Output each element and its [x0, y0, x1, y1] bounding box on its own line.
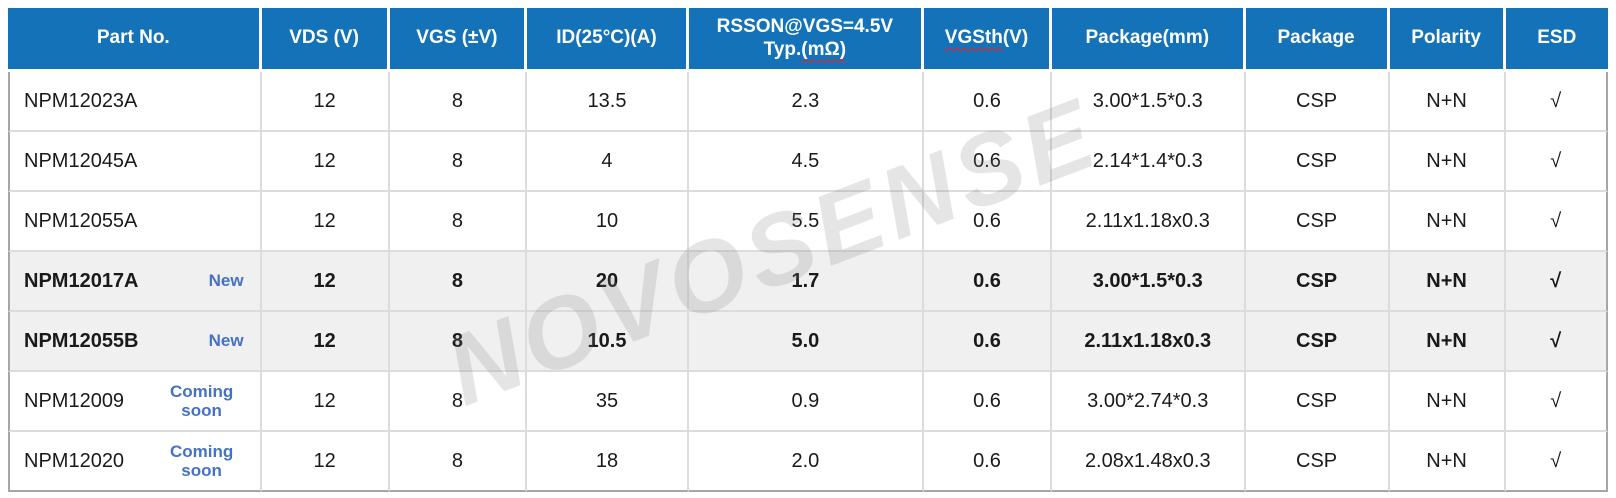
- package-mm-value: 2.14*1.4*0.3: [1051, 132, 1246, 192]
- esd-checkmark: √: [1505, 252, 1608, 312]
- vgsth-value: 0.6: [923, 252, 1052, 312]
- vgs-value: 8: [389, 132, 528, 192]
- col-header-vgs: VGS (±V): [389, 8, 528, 72]
- package-value: CSP: [1245, 432, 1390, 492]
- table-row: NPM12023A 12 8 13.5 2.3 0.6 3.00*1.5*0.3…: [8, 72, 1608, 132]
- package-mm-value: 3.00*1.5*0.3: [1051, 252, 1246, 312]
- table-row: NPM12020 Coming soon 12 8 18 2.0 0.6 2.08…: [8, 432, 1608, 492]
- id-value: 13.5: [527, 72, 689, 132]
- part-number: NPM12023A: [24, 89, 138, 112]
- vds-value: 12: [261, 252, 390, 312]
- part-number: NPM12045A: [24, 149, 138, 172]
- vgs-value: 8: [389, 312, 528, 372]
- vgs-value: 8: [389, 72, 528, 132]
- col-header-vds: VDS (V): [261, 8, 390, 72]
- package-value: CSP: [1245, 252, 1390, 312]
- id-value: 35: [527, 372, 689, 432]
- table-header-row: Part No. VDS (V) VGS (±V) ID(25°C)(A) RS…: [8, 8, 1608, 72]
- package-mm-value: 2.11x1.18x0.3: [1051, 192, 1246, 252]
- table-row-highlighted: NPM12055B New 12 8 10.5 5.0 0.6 2.11x1.18…: [8, 312, 1608, 372]
- vgsth-value: 0.6: [923, 432, 1052, 492]
- vds-value: 12: [261, 372, 390, 432]
- rsson-value: 4.5: [688, 132, 924, 192]
- esd-checkmark: √: [1505, 432, 1608, 492]
- table-row: NPM12009 Coming soon 12 8 35 0.9 0.6 3.00…: [8, 372, 1608, 432]
- new-badge: New: [208, 331, 244, 351]
- package-mm-value: 3.00*1.5*0.3: [1051, 72, 1246, 132]
- package-value: CSP: [1245, 312, 1390, 372]
- vgsth-value: 0.6: [923, 72, 1052, 132]
- vgs-value: 8: [389, 432, 528, 492]
- table-row-highlighted: NPM12017A New 12 8 20 1.7 0.6 3.00*1.5*0.…: [8, 252, 1608, 312]
- vgsth-value: 0.6: [923, 192, 1052, 252]
- rsson-value: 2.0: [688, 432, 924, 492]
- id-value: 10.5: [527, 312, 689, 372]
- vds-value: 12: [261, 132, 390, 192]
- col-header-id: ID(25°C)(A): [527, 8, 689, 72]
- id-value: 20: [527, 252, 689, 312]
- vgsth-value: 0.6: [923, 312, 1052, 372]
- esd-checkmark: √: [1505, 132, 1608, 192]
- rsson-value: 2.3: [688, 72, 924, 132]
- vds-value: 12: [261, 432, 390, 492]
- package-value: CSP: [1245, 72, 1390, 132]
- polarity-value: N+N: [1389, 312, 1506, 372]
- vds-value: 12: [261, 192, 390, 252]
- col-header-part-no: Part No.: [8, 8, 262, 72]
- col-header-package: Package: [1245, 8, 1390, 72]
- package-value: CSP: [1245, 132, 1390, 192]
- col-header-polarity: Polarity: [1389, 8, 1506, 72]
- vgsth-value: 0.6: [923, 372, 1052, 432]
- coming-soon-badge: Coming soon: [169, 441, 234, 480]
- rsson-value: 5.0: [688, 312, 924, 372]
- table-row: NPM12055A 12 8 10 5.5 0.6 2.11x1.18x0.3 …: [8, 192, 1608, 252]
- id-value: 18: [527, 432, 689, 492]
- rsson-value: 1.7: [688, 252, 924, 312]
- polarity-value: N+N: [1389, 432, 1506, 492]
- polarity-value: N+N: [1389, 252, 1506, 312]
- package-value: CSP: [1245, 372, 1390, 432]
- new-badge: New: [208, 271, 244, 291]
- col-header-vgsth: VGSth(V): [923, 8, 1052, 72]
- col-header-package-mm: Package(mm): [1051, 8, 1246, 72]
- part-number: NPM12055B: [24, 329, 139, 352]
- rsson-value: 0.9: [688, 372, 924, 432]
- esd-checkmark: √: [1505, 312, 1608, 372]
- vgs-value: 8: [389, 252, 528, 312]
- polarity-value: N+N: [1389, 192, 1506, 252]
- mosfet-spec-table: Part No. VDS (V) VGS (±V) ID(25°C)(A) RS…: [8, 8, 1608, 492]
- vgs-value: 8: [389, 192, 528, 252]
- col-header-esd: ESD: [1505, 8, 1608, 72]
- package-mm-value: 2.11x1.18x0.3: [1051, 312, 1246, 372]
- rsson-value: 5.5: [688, 192, 924, 252]
- part-number: NPM12055A: [24, 209, 138, 232]
- polarity-value: N+N: [1389, 132, 1506, 192]
- vgsth-value: 0.6: [923, 132, 1052, 192]
- part-number: NPM12020: [24, 449, 125, 472]
- polarity-value: N+N: [1389, 372, 1506, 432]
- package-mm-value: 3.00*2.74*0.3: [1051, 372, 1246, 432]
- col-header-rsson: RSSON@VGS=4.5V Typ.(mΩ): [688, 8, 924, 72]
- spellcheck-squiggle: (mΩ): [801, 38, 847, 60]
- spellcheck-squiggle: VGSth: [944, 27, 1003, 49]
- esd-checkmark: √: [1505, 192, 1608, 252]
- package-value: CSP: [1245, 192, 1390, 252]
- part-number: NPM12009: [24, 389, 125, 412]
- part-number: NPM12017A: [24, 269, 139, 292]
- vgs-value: 8: [389, 372, 528, 432]
- vds-value: 12: [261, 72, 390, 132]
- polarity-value: N+N: [1389, 72, 1506, 132]
- esd-checkmark: √: [1505, 72, 1608, 132]
- esd-checkmark: √: [1505, 372, 1608, 432]
- coming-soon-badge: Coming soon: [169, 381, 234, 420]
- id-value: 10: [527, 192, 689, 252]
- vds-value: 12: [261, 312, 390, 372]
- table-row: NPM12045A 12 8 4 4.5 0.6 2.14*1.4*0.3 CS…: [8, 132, 1608, 192]
- package-mm-value: 2.08x1.48x0.3: [1051, 432, 1246, 492]
- id-value: 4: [527, 132, 689, 192]
